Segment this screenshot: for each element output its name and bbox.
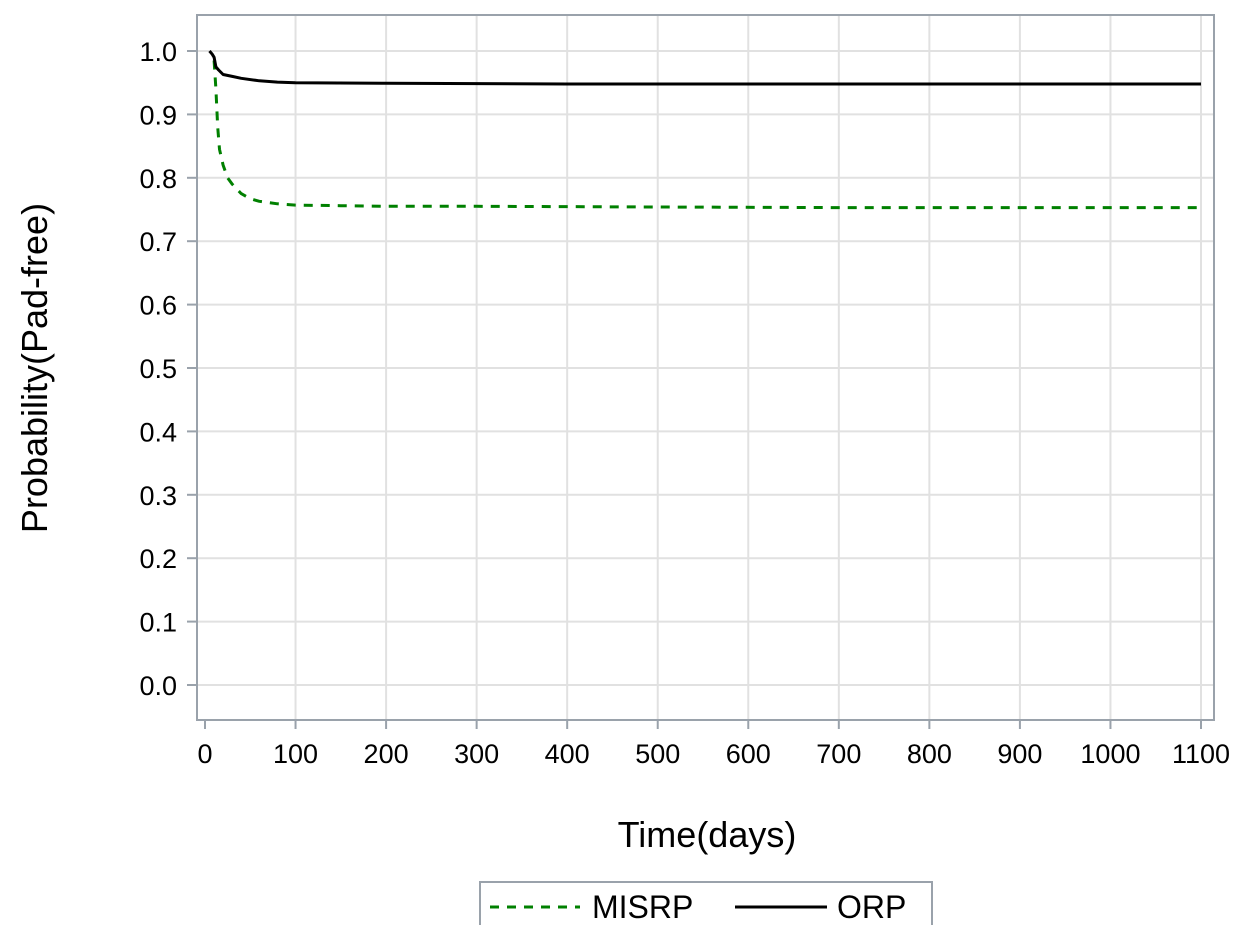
x-tick-label: 100 xyxy=(273,739,318,769)
y-tick-label: 1.0 xyxy=(139,37,177,67)
legend-label-orp: ORP xyxy=(837,889,906,925)
x-tick-label: 700 xyxy=(816,739,861,769)
y-tick-label: 0.0 xyxy=(139,671,177,701)
legend: MISRP ORP xyxy=(479,881,933,925)
legend-frame xyxy=(479,881,933,925)
x-axis-title: Time(days) xyxy=(618,814,797,855)
x-tick-label: 900 xyxy=(997,739,1042,769)
x-tick-label: 300 xyxy=(454,739,499,769)
series-line-orp xyxy=(208,50,1201,86)
y-tick-label: 0.5 xyxy=(139,354,177,384)
y-axis-title: Probability(Pad-free) xyxy=(14,203,55,533)
x-tick-label: 1000 xyxy=(1080,739,1140,769)
series-layer xyxy=(208,50,1201,210)
x-tick-label: 800 xyxy=(907,739,952,769)
x-tick-label: 600 xyxy=(726,739,771,769)
y-tick-label: 0.3 xyxy=(139,481,177,511)
axis-layer: 0 100 200 300 400 500 600 700 800 900 1000 1100 0.0 0… xyxy=(139,37,1230,769)
x-tick-label: 500 xyxy=(635,739,680,769)
y-tick-label: 0.7 xyxy=(139,227,177,257)
y-tick-label: 0.1 xyxy=(139,608,177,638)
y-tick-label: 0.8 xyxy=(139,164,177,194)
y-tick-label: 0.4 xyxy=(139,417,177,447)
y-tick-label: 0.2 xyxy=(139,544,177,574)
x-tick-label: 400 xyxy=(545,739,590,769)
series-line-misrp xyxy=(212,60,1201,210)
y-tick-label: 0.6 xyxy=(139,291,177,321)
y-tick-label: 0.9 xyxy=(139,100,177,130)
grid-layer xyxy=(198,16,1213,719)
x-tick-label: 0 xyxy=(197,739,212,769)
legend-label-misrp: MISRP xyxy=(592,889,693,925)
x-tick-label: 200 xyxy=(364,739,409,769)
x-tick-label: 1100 xyxy=(1172,739,1230,769)
